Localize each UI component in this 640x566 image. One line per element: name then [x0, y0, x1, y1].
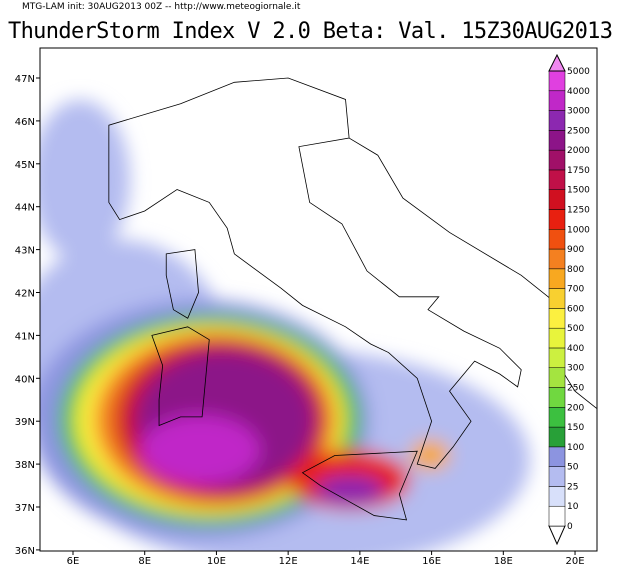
colorbar-label: 600 — [567, 304, 584, 314]
colorbar-label: 300 — [567, 364, 584, 374]
coastline — [348, 137, 597, 409]
lat-label: 40N — [15, 374, 35, 385]
lat-label: 43N — [15, 246, 35, 257]
colorbar-label: 400 — [567, 344, 584, 354]
colorbar-label: 800 — [567, 265, 584, 275]
colorbar-label: 900 — [567, 245, 584, 255]
colorbar-label: 100 — [567, 443, 584, 453]
colorbar-label: 1750 — [567, 166, 590, 176]
colorbar-label: 50 — [567, 463, 579, 473]
colorbar-band — [548, 130, 566, 151]
colorbar-label: 3000 — [567, 107, 590, 117]
colorbar-band — [548, 446, 566, 467]
colorbar-band — [548, 268, 566, 289]
colorbar-band — [548, 229, 566, 250]
colorbar-label: 250 — [567, 384, 584, 394]
colorbar-band — [548, 110, 566, 131]
colorbar-band — [548, 209, 566, 230]
coastline — [165, 249, 199, 319]
colorbar-band — [548, 327, 566, 349]
colorbar-label: 2000 — [567, 146, 590, 156]
colorbar-label: 2500 — [567, 126, 590, 136]
coastline — [108, 77, 522, 469]
colorbar-label: 500 — [567, 324, 584, 334]
colorbar-label: 1250 — [567, 205, 590, 215]
colorbar-band — [548, 426, 566, 448]
colorbar-band — [548, 169, 566, 190]
colorbar-band — [548, 248, 566, 270]
colorbar-band — [548, 149, 566, 171]
colorbar-arrow — [548, 53, 566, 72]
colorbar-label: 1500 — [567, 186, 590, 196]
lon-label: 10E — [207, 556, 226, 566]
lat-label: 36N — [15, 546, 35, 557]
colorbar-label: 0 — [567, 522, 573, 532]
colorbar-band — [548, 189, 566, 210]
coastline — [151, 326, 210, 427]
subtitle: MTG-LAM init: 30AUG2013 00Z -- http://ww… — [22, 2, 301, 12]
lat-label: 42N — [15, 289, 35, 300]
colorbar-label: 150 — [567, 423, 584, 433]
colorbar-band — [548, 505, 566, 527]
lon-label: 8E — [138, 556, 151, 566]
map-frame — [39, 47, 598, 552]
colorbar-band — [548, 308, 566, 329]
lat-label: 47N — [15, 74, 35, 85]
colorbar-label: 700 — [567, 285, 584, 295]
lon-label: 12E — [279, 556, 298, 566]
title: ThunderStorm Index V 2.0 Beta: Val. 15Z3… — [8, 19, 613, 44]
colorbar-label: 4000 — [567, 87, 590, 97]
colorbar-label: 5000 — [567, 67, 590, 77]
lat-label: 46N — [15, 117, 35, 128]
colorbar-arrow — [548, 525, 566, 546]
colorbar-label: 25 — [567, 482, 578, 492]
lon-label: 14E — [350, 556, 369, 566]
lat-label: 41N — [15, 331, 35, 342]
colorbar-label: 1000 — [567, 225, 590, 235]
lon-label: 16E — [422, 556, 441, 566]
colorbar-band — [548, 70, 566, 92]
colorbar-band — [548, 466, 566, 487]
field — [40, 100, 530, 551]
lon-label: 20E — [566, 556, 585, 566]
colorbar-band — [548, 90, 566, 111]
colorbar-band — [548, 486, 566, 507]
coastline — [301, 450, 418, 521]
colorbar-label: 200 — [567, 403, 584, 413]
lon-label: 6E — [67, 556, 80, 566]
colorbar-band — [548, 367, 566, 388]
lat-label: 38N — [15, 460, 35, 471]
colorbar-band — [548, 407, 566, 428]
lat-label: 37N — [15, 503, 35, 514]
colorbar-label: 10 — [567, 502, 579, 512]
lon-label: 18E — [494, 556, 513, 566]
colorbar-band — [548, 347, 566, 368]
colorbar-band — [548, 387, 566, 408]
lat-label: 45N — [15, 160, 35, 171]
lat-label: 44N — [15, 203, 35, 214]
lat-label: 39N — [15, 417, 35, 428]
colorbar-band — [548, 288, 566, 309]
